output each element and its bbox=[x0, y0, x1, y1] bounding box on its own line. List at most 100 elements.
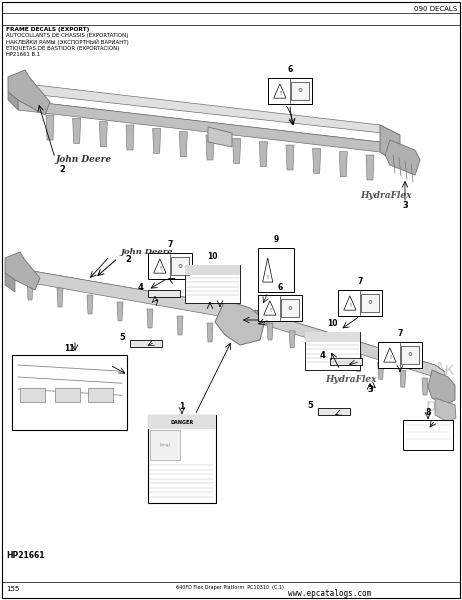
Polygon shape bbox=[8, 70, 50, 115]
Text: что: что bbox=[425, 379, 455, 397]
Polygon shape bbox=[400, 370, 406, 387]
Bar bbox=[305, 332, 360, 370]
Text: 4: 4 bbox=[319, 350, 325, 359]
Text: 11: 11 bbox=[64, 344, 74, 353]
Polygon shape bbox=[15, 268, 240, 322]
Text: DANGER: DANGER bbox=[170, 419, 194, 425]
Polygon shape bbox=[334, 347, 340, 364]
Polygon shape bbox=[267, 323, 273, 340]
Text: 7: 7 bbox=[357, 277, 363, 286]
Polygon shape bbox=[206, 135, 214, 160]
Polygon shape bbox=[117, 302, 123, 321]
Bar bbox=[148, 415, 216, 429]
Text: 7: 7 bbox=[167, 240, 173, 249]
Polygon shape bbox=[126, 125, 134, 150]
Polygon shape bbox=[87, 295, 93, 314]
Polygon shape bbox=[311, 339, 317, 356]
Text: !: ! bbox=[349, 303, 351, 308]
Text: HydraFlex: HydraFlex bbox=[360, 191, 412, 199]
Bar bbox=[403, 420, 453, 450]
Text: 9: 9 bbox=[274, 235, 279, 244]
Text: ⚙: ⚙ bbox=[298, 88, 303, 94]
Bar bbox=[258, 248, 294, 292]
Polygon shape bbox=[435, 398, 456, 422]
Bar bbox=[12, 355, 127, 430]
Polygon shape bbox=[18, 83, 400, 135]
Text: John Deere: John Deere bbox=[120, 248, 172, 256]
Text: ⚙: ⚙ bbox=[368, 301, 372, 305]
Bar bbox=[185, 265, 240, 303]
Polygon shape bbox=[428, 370, 455, 405]
Text: !: ! bbox=[159, 266, 161, 271]
Polygon shape bbox=[18, 100, 400, 165]
Polygon shape bbox=[259, 142, 267, 167]
Text: HP21661 B.1: HP21661 B.1 bbox=[6, 52, 40, 57]
Text: HydraFlex: HydraFlex bbox=[325, 376, 377, 385]
Text: 10: 10 bbox=[207, 252, 217, 261]
Text: ⚙: ⚙ bbox=[407, 352, 413, 358]
Polygon shape bbox=[207, 323, 213, 342]
Text: Ак: Ак bbox=[434, 361, 455, 379]
Polygon shape bbox=[215, 300, 265, 345]
Bar bbox=[88, 388, 113, 402]
Bar bbox=[148, 253, 192, 279]
Polygon shape bbox=[255, 310, 270, 325]
Text: 8: 8 bbox=[426, 408, 431, 417]
Text: 10: 10 bbox=[327, 319, 337, 328]
Bar bbox=[378, 342, 422, 368]
Bar bbox=[20, 388, 45, 402]
Bar bbox=[338, 290, 382, 316]
Text: www.epcatalogs.com: www.epcatalogs.com bbox=[288, 589, 371, 598]
Polygon shape bbox=[147, 309, 153, 328]
Text: 5: 5 bbox=[307, 401, 313, 409]
Polygon shape bbox=[356, 355, 362, 371]
Polygon shape bbox=[179, 131, 187, 157]
Polygon shape bbox=[5, 273, 15, 292]
Text: НАКЛЕЙКИ РАМЫ (ЭКСПОРТНЫЙ ВАРИАНТ): НАКЛЕЙКИ РАМЫ (ЭКСПОРТНЫЙ ВАРИАНТ) bbox=[6, 39, 129, 45]
Text: HP21661: HP21661 bbox=[6, 551, 44, 559]
Text: 3: 3 bbox=[367, 385, 373, 395]
Bar bbox=[291, 82, 310, 100]
Polygon shape bbox=[99, 122, 107, 146]
Polygon shape bbox=[177, 316, 183, 335]
Text: [img]: [img] bbox=[159, 443, 170, 447]
Polygon shape bbox=[366, 155, 374, 180]
Text: !: ! bbox=[269, 308, 271, 313]
Text: 155: 155 bbox=[6, 586, 19, 592]
Text: 090 DECALS: 090 DECALS bbox=[414, 6, 457, 12]
Polygon shape bbox=[73, 118, 81, 143]
Text: 7: 7 bbox=[397, 329, 403, 338]
Text: 3: 3 bbox=[402, 200, 408, 209]
Polygon shape bbox=[46, 115, 54, 140]
Polygon shape bbox=[422, 378, 428, 395]
Text: FRAME DECALS (EXPORT): FRAME DECALS (EXPORT) bbox=[6, 27, 89, 32]
Bar bbox=[401, 346, 419, 364]
Text: ⚙: ⚙ bbox=[288, 305, 292, 311]
Polygon shape bbox=[313, 148, 321, 173]
Bar bbox=[305, 332, 360, 341]
Bar bbox=[185, 265, 240, 275]
Polygon shape bbox=[18, 100, 400, 152]
Text: 1: 1 bbox=[179, 402, 185, 411]
Text: 2: 2 bbox=[125, 256, 131, 265]
Polygon shape bbox=[289, 331, 295, 348]
Bar bbox=[361, 294, 379, 312]
Polygon shape bbox=[15, 268, 30, 283]
Polygon shape bbox=[18, 83, 40, 110]
Text: !: ! bbox=[389, 355, 391, 360]
Text: AUTOCOLLANTS DE CHASSIS (EXPORTATION): AUTOCOLLANTS DE CHASSIS (EXPORTATION) bbox=[6, 33, 128, 38]
Text: 640FD Flex Draper Platform  PC10310  (C.1): 640FD Flex Draper Platform PC10310 (C.1) bbox=[176, 584, 284, 589]
Polygon shape bbox=[57, 288, 63, 307]
Text: 6: 6 bbox=[287, 65, 292, 74]
Polygon shape bbox=[152, 128, 161, 154]
Text: 6: 6 bbox=[277, 283, 283, 292]
Bar bbox=[318, 408, 350, 415]
Text: 5: 5 bbox=[119, 332, 125, 341]
Text: раз: раз bbox=[426, 397, 455, 415]
Polygon shape bbox=[27, 281, 33, 300]
Text: !: ! bbox=[267, 275, 269, 280]
Polygon shape bbox=[380, 125, 400, 165]
Polygon shape bbox=[255, 310, 445, 372]
Text: ETIQUETAS DE BASTIDOR (EXPORTACIÓN): ETIQUETAS DE BASTIDOR (EXPORTACIÓN) bbox=[6, 45, 119, 51]
Polygon shape bbox=[255, 310, 445, 384]
